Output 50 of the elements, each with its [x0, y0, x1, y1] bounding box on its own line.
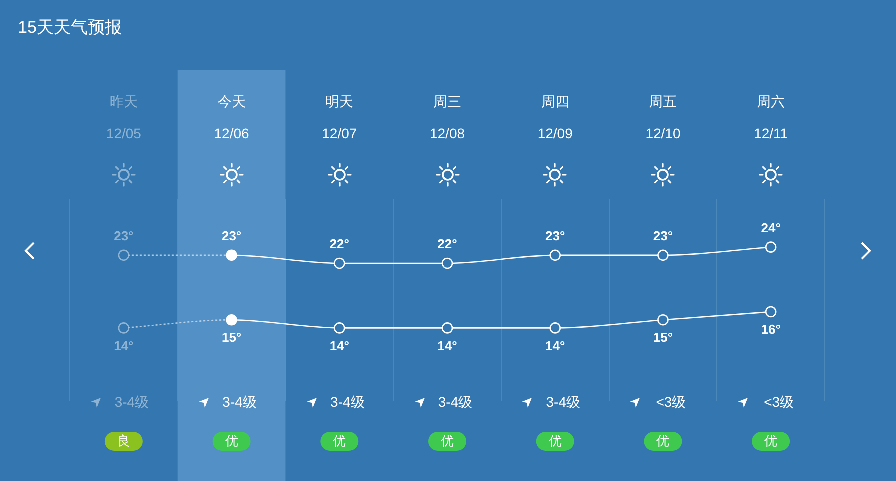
data-label: 24° [761, 220, 781, 236]
point [442, 322, 454, 334]
text: 优 [764, 434, 778, 449]
point [442, 258, 454, 270]
data-label: 22° [438, 236, 458, 252]
x-tick-label: 周五 12/10 [646, 93, 681, 142]
data-label: 15° [222, 330, 242, 346]
point [118, 250, 130, 262]
data-label: 23° [546, 228, 566, 244]
text: 3-4级 [330, 394, 365, 410]
point [334, 258, 346, 270]
point [765, 306, 777, 318]
x-tick-label: 周六 12/11 [754, 93, 788, 142]
text: 3-4级 [546, 394, 580, 410]
text: 优 [333, 434, 346, 449]
point [226, 314, 238, 326]
point [118, 322, 130, 334]
point [226, 250, 238, 262]
text: 3-4级 [114, 394, 150, 410]
text: <3级 [656, 394, 686, 410]
text: 优 [225, 434, 238, 449]
text: 优 [548, 434, 562, 449]
data-label: 23° [114, 228, 134, 244]
data-label: 16° [761, 322, 781, 338]
data-label: 14° [330, 338, 350, 354]
data-label: 14° [114, 338, 134, 354]
text: <3级 [764, 394, 794, 410]
point [658, 314, 669, 326]
data-label: 22° [330, 236, 350, 252]
point [765, 242, 777, 253]
point [550, 322, 562, 334]
text: 优 [656, 434, 670, 449]
x-tick-label: 周四 12/09 [538, 93, 574, 142]
x-tick-label: 昨天 12/05 [106, 93, 142, 142]
data-label: 15° [653, 330, 674, 346]
chart-title: 15天天气预报 [18, 18, 122, 37]
point [550, 250, 562, 262]
data-label: 14° [438, 338, 458, 354]
text: 3-4级 [438, 394, 473, 410]
x-tick-label: 今天 12/06 [214, 93, 250, 142]
text: 优 [441, 434, 454, 449]
point [334, 322, 346, 334]
x-tick-label: 周三 12/08 [430, 93, 466, 142]
data-label: 14° [546, 338, 566, 354]
point [658, 250, 669, 262]
data-label: 23° [653, 228, 674, 244]
x-tick-label: 明天 12/07 [322, 93, 358, 142]
data-label: 23° [222, 228, 242, 244]
text: 3-4级 [222, 394, 257, 410]
text: 良 [117, 434, 130, 449]
